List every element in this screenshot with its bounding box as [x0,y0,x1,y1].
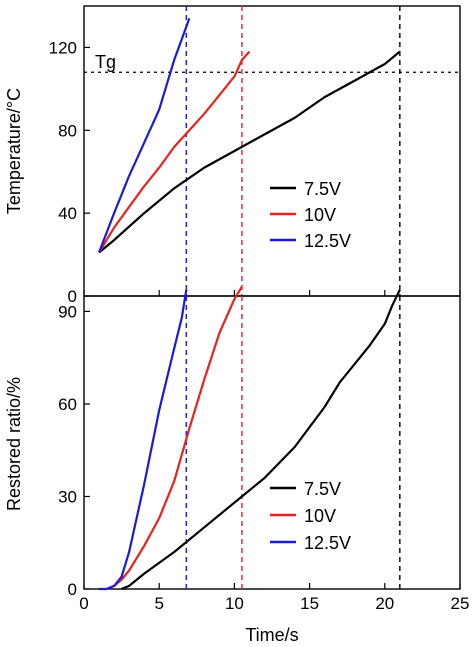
ratio-legend-label: 10V [304,506,336,526]
temp-legend-label: 10V [304,205,336,225]
ratio-y-tick-label: 30 [58,487,77,506]
x-tick-label: 5 [154,594,163,613]
temperature-y-axis-title: Temperature/°C [4,88,24,214]
tg-label: Tg [95,52,116,72]
ratio-plot-frame [83,295,461,590]
ratio-series-line [106,286,243,591]
x-axis-title: Time/s [245,625,298,645]
ratio-legend-label: 12.5V [304,533,351,553]
temp-legend-label: 12.5V [304,231,351,251]
x-tick-label: 0 [79,594,88,613]
ratio-legend-label: 7.5V [304,479,341,499]
ratio-y-tick-label: 90 [58,302,77,321]
temp-series-line [98,50,251,254]
ratio-y-tick-label: 0 [68,580,77,599]
restored-y-axis-title: Restored ratio/% [4,377,24,511]
x-tick-label: 25 [451,594,470,613]
temp-series-line [98,50,401,254]
ratio-series-line [99,289,188,591]
temperature-panel: 0 40 80 120 7.5V 10V 12.5V Temperature/°C Tg [4,5,461,306]
temp-y-tick-label: 120 [49,38,77,57]
x-tick-label: 10 [225,594,244,613]
temp-y-tick-label: 40 [58,204,77,223]
temperature-plot-area: 0 40 80 120 7.5V 10V 12.5V [49,5,461,306]
temp-series-line [97,18,191,253]
x-tick-label: 20 [375,594,394,613]
temp-legend-label: 7.5V [304,179,341,199]
ratio-y-tick-label: 60 [58,395,77,414]
temp-y-tick-label: 0 [68,287,77,306]
x-tick-label: 15 [300,594,319,613]
ratio-series-line [121,289,401,591]
temp-y-tick-label: 80 [58,121,77,140]
